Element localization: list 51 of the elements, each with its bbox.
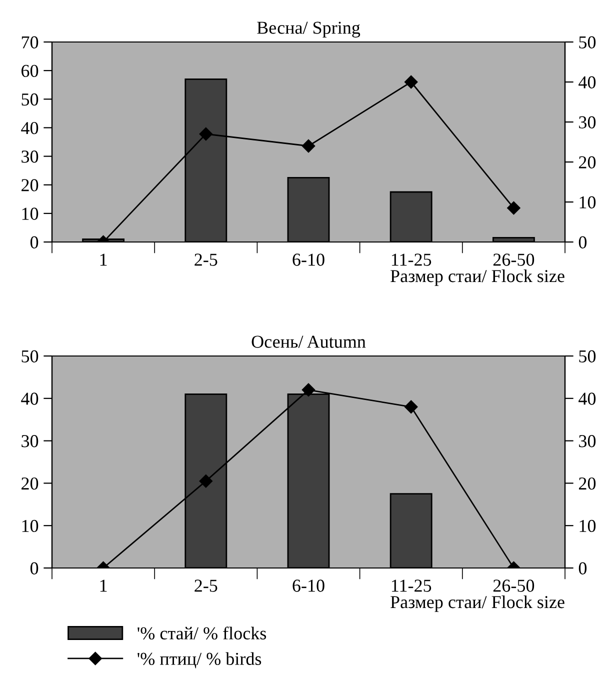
legend-label: '% стай/ % flocks — [138, 626, 266, 640]
y2-tick-label: 10 — [580, 520, 596, 532]
x-axis-title: Размер стаи/ Flock size — [390, 269, 564, 286]
y-tick-label: 60 — [22, 64, 38, 78]
legend-label: '% птиц/ % birds — [138, 652, 262, 668]
bar — [287, 177, 330, 242]
y-tick-label: 10 — [22, 520, 38, 532]
x-tick-label: 2-5 — [194, 580, 218, 592]
y-tick-label: 20 — [22, 477, 38, 490]
x-tick-label: 1 — [100, 254, 107, 266]
y2-tick-label: 10 — [580, 196, 596, 208]
y2-tick-label: 40 — [578, 76, 596, 88]
y2-tick-label: 20 — [578, 156, 596, 168]
y-tick-label: 40 — [21, 122, 38, 134]
y2-tick-label: 30 — [579, 435, 596, 448]
y-tick-label: 70 — [22, 36, 38, 48]
y-tick-label: 0 — [30, 562, 38, 574]
x-tick-label: 6-10 — [292, 580, 324, 592]
y-tick-label: 0 — [30, 236, 38, 248]
chart-title: Весна/ Spring — [257, 22, 360, 38]
x-axis-title: Размер стаи/ Flock size — [390, 595, 564, 612]
point — [404, 400, 418, 414]
bar — [390, 191, 432, 242]
y-tick-label: 30 — [22, 435, 38, 448]
x-tick-label: 26-50 — [493, 254, 534, 266]
point — [507, 201, 520, 215]
y-tick-label: 40 — [21, 392, 38, 405]
y2-tick-label: 0 — [578, 562, 587, 574]
x-tick-label: 11-25 — [392, 254, 432, 266]
y-tick-label: 20 — [22, 179, 38, 192]
point — [302, 383, 316, 397]
point — [199, 127, 212, 141]
y2-tick-label: 20 — [578, 477, 596, 490]
y2-tick-label: 40 — [578, 392, 596, 405]
y-tick-label: 50 — [22, 93, 38, 106]
x-tick-label: 11-25 — [392, 580, 432, 592]
y-tick-label: 10 — [22, 208, 38, 220]
y2-tick-label: 0 — [578, 236, 587, 248]
point — [404, 75, 418, 89]
x-tick-label: 2-5 — [194, 254, 218, 266]
y2-tick-label: 30 — [579, 116, 596, 128]
point — [302, 139, 316, 153]
bar — [492, 237, 535, 242]
y2-tick-label: 50 — [579, 36, 596, 48]
chart-title: Осень/ Autumn — [252, 336, 366, 348]
x-tick-label: 1 — [100, 580, 107, 592]
y2-tick-label: 50 — [579, 350, 596, 362]
y-tick-label: 30 — [22, 150, 38, 163]
x-tick-label: 6-10 — [292, 254, 324, 266]
x-tick-label: 26-50 — [493, 580, 534, 592]
y-tick-label: 50 — [22, 350, 38, 362]
